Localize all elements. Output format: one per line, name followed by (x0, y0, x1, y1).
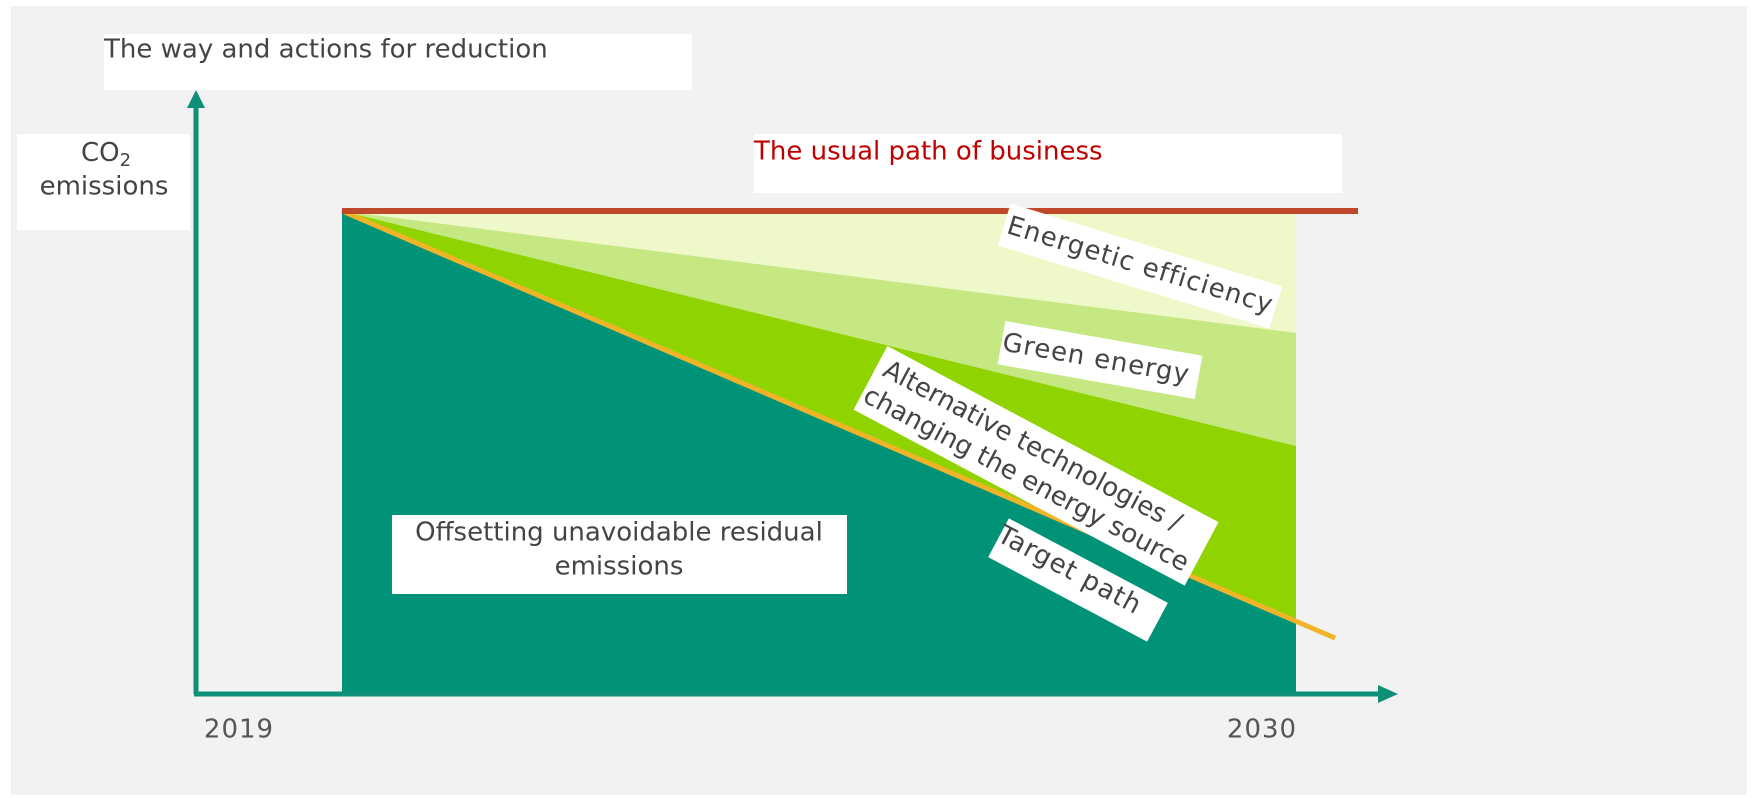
y-label-box (17, 134, 190, 230)
efficiency-box (997, 203, 1283, 329)
x-arrow (1378, 685, 1398, 703)
y-arrow (187, 90, 205, 108)
y-label: CO2 (81, 138, 131, 172)
x-start-label: 2019 (204, 715, 274, 745)
offset-label: emissions (555, 552, 684, 582)
x-end-label: 2030 (1227, 715, 1297, 745)
business-box (754, 134, 1342, 193)
offset-box (392, 515, 847, 594)
title-box (104, 34, 692, 90)
offset-label: Offsetting unavoidable residual (415, 518, 823, 548)
y-label-line2: emissions (40, 172, 169, 202)
y-label-sub: 2 (120, 150, 131, 171)
green-box (997, 320, 1203, 400)
alternative-box (853, 346, 1219, 586)
target-box (988, 518, 1168, 642)
y-label-main: CO (81, 138, 120, 168)
business-label: The usual path of business (753, 137, 1103, 167)
title: The way and actions for reduction (103, 35, 548, 65)
